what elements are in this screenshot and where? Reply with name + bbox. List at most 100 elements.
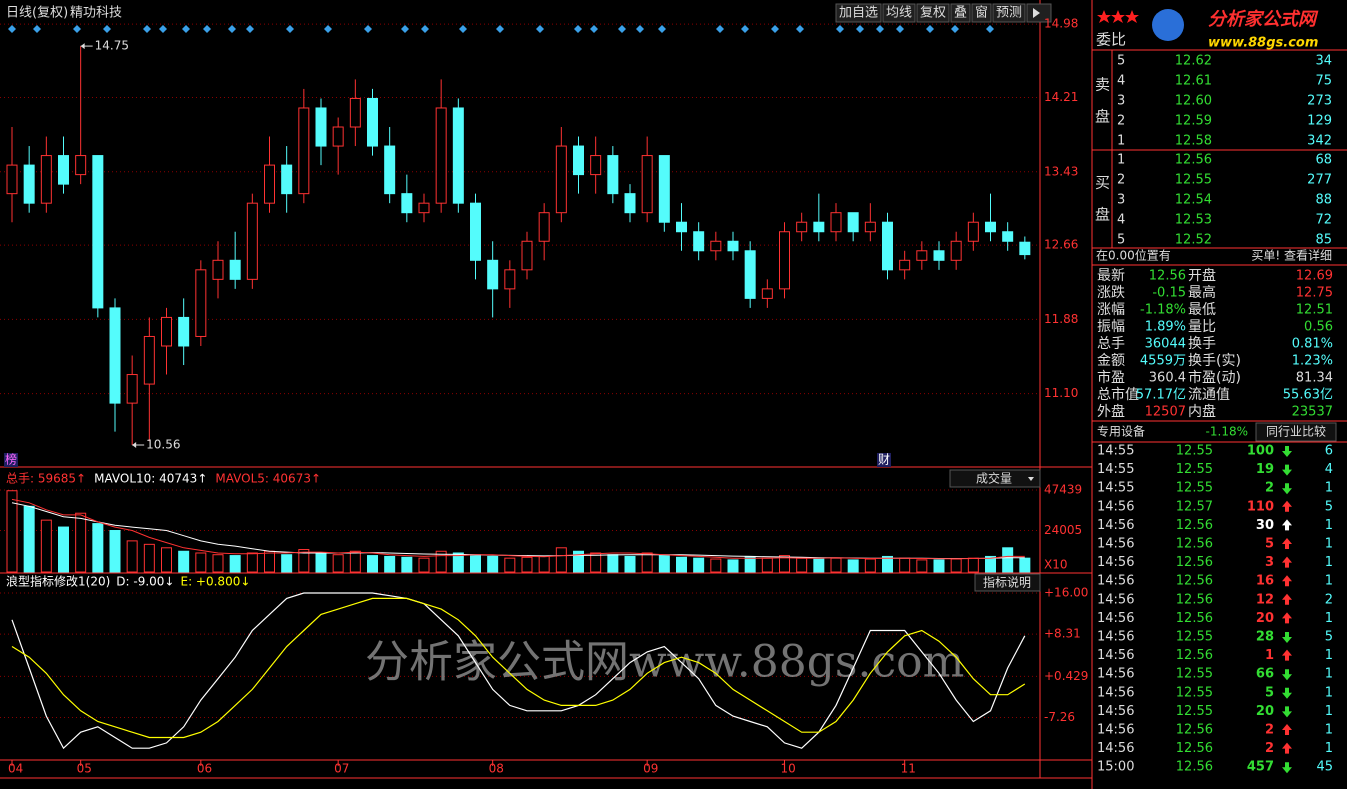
industry-button-label[interactable]: 同行业比较	[1266, 424, 1326, 439]
trade-price: 12.55	[1176, 685, 1213, 700]
trade-count: 1	[1325, 685, 1333, 700]
quote-label: 涨跌	[1097, 285, 1125, 301]
toolbar-button-label[interactable]: 预测	[996, 6, 1022, 21]
indicator-help-button[interactable]	[974, 573, 1041, 592]
quote-label: 总市值	[1097, 386, 1139, 403]
toolbar-button-label[interactable]: 窗	[975, 5, 988, 21]
signal-diamond	[574, 25, 582, 33]
toolbar-button[interactable]	[992, 3, 1026, 23]
trade-count: 2	[1325, 592, 1333, 607]
signal-diamond	[143, 25, 151, 33]
candle-body	[246, 202, 258, 280]
book-price: 12.59	[1175, 114, 1212, 129]
toolbar-button-label[interactable]: 叠	[954, 6, 967, 21]
x-tick-label: 11	[901, 762, 916, 776]
trade-arrow	[1282, 519, 1292, 531]
volume-bar	[676, 556, 687, 573]
candle-body	[641, 155, 653, 214]
candle-body	[92, 155, 104, 309]
ma-line	[11, 498, 1025, 560]
quote-value: 12.51	[1296, 303, 1333, 318]
trade-price: 12.55	[1176, 667, 1213, 682]
volume-bar	[298, 549, 310, 573]
quote-label: 内盘	[1188, 403, 1216, 420]
volume-bar	[212, 554, 224, 573]
trade-volume: 2	[1265, 481, 1274, 496]
signal-diamond	[716, 25, 724, 33]
signal-diamond	[590, 25, 598, 33]
candle-body	[727, 240, 739, 252]
indicator-help-label[interactable]: 指标说明	[983, 575, 1031, 590]
book-notice-link[interactable]: 买单! 查看详细	[1251, 248, 1332, 263]
quote-value: 12.75	[1296, 286, 1333, 301]
volume-bar	[264, 550, 275, 573]
volume-bar	[23, 505, 35, 573]
volume-bar	[882, 555, 893, 573]
marker-label: 财	[878, 453, 890, 467]
signal-diamond	[796, 25, 804, 33]
trade-arrow	[1282, 556, 1292, 568]
candle-body	[590, 155, 602, 176]
toolbar-button-label[interactable]: 复权	[920, 5, 946, 21]
trade-arrow	[1282, 632, 1292, 643]
book-price: 12.54	[1175, 193, 1212, 208]
toolbar-button[interactable]	[916, 3, 950, 23]
book-volume: 273	[1307, 94, 1332, 109]
trade-count: 1	[1325, 667, 1333, 682]
trade-arrow	[1282, 724, 1292, 735]
signal-diamond	[951, 25, 959, 33]
side-label: 买	[1095, 174, 1110, 192]
candle-body	[161, 316, 172, 347]
toolbar-button[interactable]	[835, 3, 882, 23]
candle-body	[143, 335, 155, 385]
toolbar-button[interactable]	[950, 3, 971, 23]
volume-bar	[727, 559, 739, 573]
signal-diamond	[203, 25, 211, 33]
volume-bar	[916, 559, 928, 573]
quote-value: -1.18%	[1140, 303, 1186, 318]
trade-count: 1	[1325, 555, 1333, 570]
trade-volume: 5	[1265, 537, 1274, 552]
quote-label: 最新	[1097, 268, 1125, 284]
trade-count: 1	[1325, 741, 1333, 756]
indicator-legend: 浪型指标修改1(20)	[6, 574, 110, 589]
trade-volume: 16	[1256, 574, 1274, 589]
trade-count: 1	[1325, 481, 1333, 496]
volume-bar	[161, 547, 172, 573]
y-tick-label: 14.21	[1044, 90, 1078, 104]
book-level: 1	[1117, 153, 1125, 168]
volume-bar	[229, 555, 241, 573]
logo-star	[1125, 10, 1139, 23]
quote-label: 涨幅	[1097, 302, 1125, 318]
volume-bar	[126, 540, 138, 573]
volume-bar	[813, 558, 825, 573]
candle-body	[676, 221, 687, 233]
trade-count: 4	[1325, 462, 1333, 477]
candle-body	[23, 164, 35, 204]
candle-body	[401, 193, 413, 214]
trade-price: 12.56	[1176, 518, 1213, 533]
signal-diamond	[896, 25, 904, 33]
industry-button[interactable]	[1255, 422, 1337, 442]
trade-volume: 5	[1265, 685, 1274, 700]
volume-bar	[40, 519, 52, 573]
book-volume: 34	[1315, 54, 1332, 69]
candle-body	[58, 155, 69, 185]
toolbar-button-label[interactable]: 加自选	[839, 6, 878, 21]
volume-bar	[830, 557, 842, 573]
candle-body	[6, 164, 18, 195]
volume-bar	[435, 550, 447, 573]
toolbar-button[interactable]	[882, 3, 916, 23]
volume-selector[interactable]	[949, 469, 1041, 488]
trade-price: 12.56	[1176, 648, 1213, 663]
book-level: 2	[1117, 173, 1125, 188]
quote-label: 金额	[1097, 353, 1125, 369]
book-level: 5	[1117, 54, 1125, 69]
candle-body	[367, 97, 378, 147]
candle-body	[864, 221, 876, 233]
volume-selector-label[interactable]: 成交量	[976, 471, 1012, 486]
toolbar-button-label[interactable]: 均线	[886, 6, 912, 21]
book-volume: 72	[1315, 213, 1332, 228]
book-volume: 277	[1307, 173, 1332, 188]
toolbar-button[interactable]	[971, 3, 992, 23]
